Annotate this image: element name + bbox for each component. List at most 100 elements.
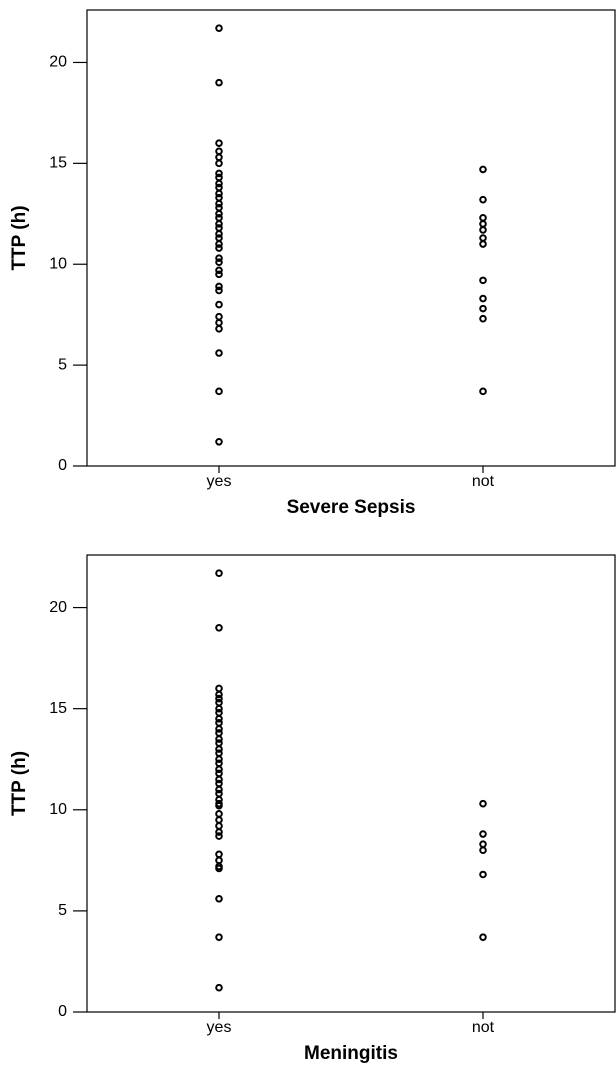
point bbox=[215, 199, 223, 208]
point bbox=[215, 714, 223, 723]
point bbox=[215, 312, 223, 321]
point bbox=[479, 234, 487, 242]
y-axis-label: TTP (h) bbox=[9, 751, 30, 816]
point bbox=[215, 270, 223, 279]
point bbox=[215, 828, 223, 836]
point bbox=[215, 745, 223, 753]
point bbox=[215, 708, 223, 717]
point bbox=[215, 318, 223, 327]
point bbox=[479, 830, 487, 838]
point bbox=[215, 193, 223, 202]
point bbox=[215, 169, 223, 178]
point bbox=[215, 755, 223, 764]
point bbox=[215, 139, 223, 147]
y-tick-label: 0 bbox=[58, 1003, 67, 1020]
point bbox=[215, 684, 223, 693]
point bbox=[479, 220, 487, 228]
point bbox=[215, 569, 223, 577]
point bbox=[215, 324, 223, 333]
point bbox=[479, 304, 487, 313]
point bbox=[215, 437, 223, 446]
point bbox=[215, 623, 223, 632]
point bbox=[215, 801, 223, 810]
point bbox=[215, 254, 223, 262]
point bbox=[215, 159, 223, 168]
point bbox=[215, 759, 223, 768]
point bbox=[215, 147, 223, 156]
point bbox=[215, 78, 223, 87]
point bbox=[215, 864, 223, 873]
point bbox=[215, 189, 223, 198]
x-axis-label: Meningitis bbox=[304, 1043, 398, 1064]
y-tick-label: 20 bbox=[49, 599, 67, 616]
point bbox=[215, 690, 223, 699]
point bbox=[215, 816, 223, 824]
point bbox=[215, 286, 223, 295]
point bbox=[215, 725, 223, 733]
point bbox=[215, 179, 223, 188]
y-axis-label: TTP (h) bbox=[9, 205, 30, 270]
x-tick-label: yes bbox=[207, 473, 232, 490]
y-tick-label: 10 bbox=[49, 255, 67, 272]
point bbox=[215, 224, 223, 232]
point bbox=[215, 258, 223, 267]
point bbox=[215, 983, 223, 992]
point bbox=[479, 214, 487, 222]
point bbox=[479, 314, 487, 323]
y-tick-label: 5 bbox=[58, 356, 67, 373]
point bbox=[479, 226, 487, 234]
y-tick-label: 0 bbox=[58, 457, 67, 474]
point bbox=[215, 894, 223, 903]
point bbox=[215, 856, 223, 865]
point bbox=[479, 294, 487, 303]
plot-frame bbox=[86, 554, 616, 1013]
x-axis-label: Severe Sepsis bbox=[287, 497, 416, 518]
y-tick-label: 20 bbox=[49, 54, 67, 71]
point bbox=[215, 765, 223, 774]
point bbox=[215, 749, 223, 757]
point bbox=[215, 387, 223, 396]
point bbox=[215, 153, 223, 162]
point bbox=[215, 244, 223, 252]
point bbox=[215, 729, 223, 737]
plot-frame bbox=[86, 9, 616, 467]
point bbox=[215, 349, 223, 357]
point bbox=[215, 173, 223, 182]
y-tick-label: 5 bbox=[58, 902, 67, 919]
point bbox=[479, 846, 487, 855]
point bbox=[215, 789, 223, 798]
point bbox=[479, 240, 487, 248]
point bbox=[479, 195, 487, 204]
point bbox=[479, 799, 487, 808]
point bbox=[215, 282, 223, 291]
point bbox=[215, 203, 223, 212]
point bbox=[215, 24, 223, 32]
point bbox=[479, 165, 487, 174]
point bbox=[215, 850, 223, 859]
point bbox=[215, 785, 223, 794]
y-tick-label: 15 bbox=[49, 700, 67, 717]
point bbox=[215, 209, 223, 218]
point bbox=[215, 779, 223, 788]
point bbox=[215, 704, 223, 713]
point bbox=[215, 735, 223, 743]
point bbox=[215, 739, 223, 747]
point bbox=[215, 266, 223, 275]
point bbox=[215, 698, 223, 707]
point bbox=[479, 933, 487, 941]
point bbox=[479, 870, 487, 879]
point bbox=[215, 775, 223, 784]
point bbox=[215, 933, 223, 941]
point bbox=[215, 810, 223, 818]
point bbox=[215, 240, 223, 248]
point bbox=[215, 300, 223, 309]
point bbox=[215, 220, 223, 228]
point bbox=[479, 276, 487, 285]
y-tick-label: 10 bbox=[49, 801, 67, 818]
point bbox=[215, 822, 223, 830]
point bbox=[479, 387, 487, 396]
point bbox=[215, 769, 223, 778]
y-tick-label: 15 bbox=[49, 155, 67, 172]
